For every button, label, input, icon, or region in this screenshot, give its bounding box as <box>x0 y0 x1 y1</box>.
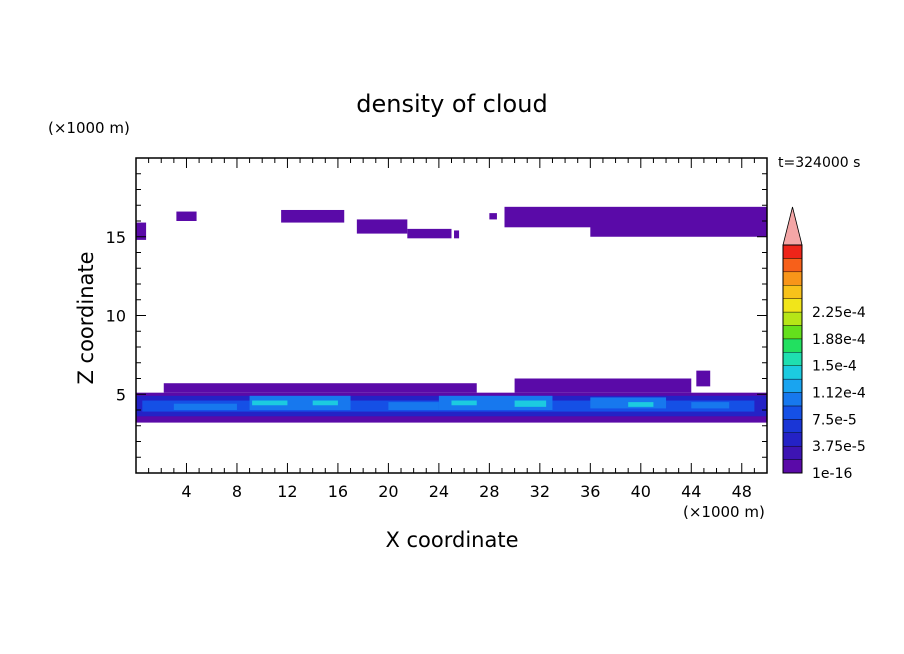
plot-frame <box>135 157 768 474</box>
colorbar-label: 1.12e-4 <box>812 386 866 402</box>
x-tick-label: 12 <box>277 482 297 501</box>
colorbar-segment <box>782 378 803 393</box>
lower-cloud-cell <box>691 402 730 409</box>
x-tick-label: 48 <box>732 482 752 501</box>
colorbar-segment <box>782 244 803 259</box>
y-tick-label: 10 <box>106 307 126 326</box>
colorbar-segment <box>782 352 803 366</box>
x-tick-label: 8 <box>232 482 242 501</box>
lower-cloud-cell <box>312 400 338 406</box>
x-tick-label: 4 <box>181 482 191 501</box>
time-label: t=324000 s <box>778 155 860 171</box>
colorbar-extension <box>782 206 803 246</box>
colorbar-segment <box>782 365 803 380</box>
lower-cloud-cell <box>173 403 237 410</box>
colorbar-segment <box>782 271 803 286</box>
upper-cloud-cell <box>281 209 345 223</box>
upper-cloud-cell <box>136 222 147 240</box>
colorbar-label: 1.88e-4 <box>812 332 866 348</box>
upper-cloud-cell <box>176 211 197 221</box>
colorbar <box>782 206 803 474</box>
lower-cloud-cell <box>514 400 547 407</box>
lower-cloud-cell <box>451 400 477 406</box>
x-tick-label: 44 <box>681 482 701 501</box>
lower-cloud-cell <box>249 395 351 410</box>
colorbar-label: 3.75e-5 <box>812 439 866 455</box>
lower-cloud-cell <box>252 400 288 406</box>
lower-cloud-cell <box>388 402 439 410</box>
lower-cloud-cell <box>514 378 692 393</box>
plot-area <box>136 206 767 423</box>
x-unit-label: (×1000 m) <box>683 503 765 521</box>
x-axis-label: X coordinate <box>385 528 518 552</box>
y-unit-label: (×1000 m) <box>48 119 130 137</box>
x-tick-label: 20 <box>378 482 398 501</box>
axis-ticks <box>136 158 767 473</box>
colorbar-segment <box>782 338 803 353</box>
colorbar-labels: 1e-16 3.75e-5 7.5e-5 1.12e-4 1.5e-4 1.88e-4 2.… <box>812 305 866 482</box>
upper-cloud-cell <box>407 228 452 239</box>
colorbar-segment <box>782 311 803 326</box>
colorbar-label: 2.25e-4 <box>812 305 866 321</box>
lower-cloud-cell <box>628 402 654 407</box>
x-tick-label: 32 <box>530 482 550 501</box>
colorbar-label: 1.5e-4 <box>812 359 857 375</box>
colorbar-segment <box>782 325 803 340</box>
colorbar-segment <box>782 258 803 273</box>
colorbar-segment <box>782 432 803 447</box>
upper-cloud-cell <box>590 221 767 237</box>
x-tick-label: 28 <box>479 482 499 501</box>
upper-cloud-cell <box>489 213 497 220</box>
colorbar-segment <box>782 405 803 420</box>
colorbar-segment <box>782 445 803 460</box>
colorbar-label: 1e-16 <box>812 466 852 482</box>
chart-title: density of cloud <box>356 90 547 118</box>
colorbar-segment <box>782 285 803 299</box>
x-tick-labels: 4 8 12 16 20 24 28 32 36 40 44 48 <box>181 482 752 501</box>
lower-cloud-cell <box>163 383 477 393</box>
y-tick-label: 5 <box>116 385 126 404</box>
x-tick-label: 40 <box>631 482 651 501</box>
colorbar-frame <box>782 244 803 474</box>
colorbar-segment <box>782 392 803 407</box>
upper-cloud-cell <box>356 219 408 234</box>
colorbar-segment <box>782 298 803 313</box>
x-tick-label: 24 <box>429 482 449 501</box>
x-tick-label: 36 <box>580 482 600 501</box>
x-tick-label: 16 <box>328 482 348 501</box>
colorbar-label: 7.5e-5 <box>812 412 857 428</box>
y-tick-labels: 5 10 15 <box>106 228 126 405</box>
y-axis-label: Z coordinate <box>74 251 98 384</box>
colorbar-segment <box>782 459 803 474</box>
upper-cloud-cell <box>454 230 460 239</box>
lower-cloud-cell <box>696 370 711 387</box>
colorbar-segment <box>782 419 803 433</box>
y-tick-label: 15 <box>106 228 126 247</box>
